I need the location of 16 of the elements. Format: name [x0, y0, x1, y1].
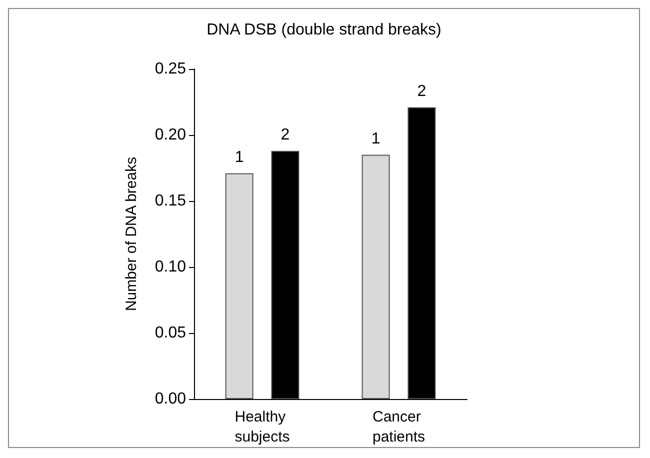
series-label: 2	[280, 126, 290, 144]
text: 1	[371, 130, 380, 148]
y-tick-label: 0.00	[154, 390, 186, 408]
y-tick-label: 0.15	[154, 192, 186, 210]
chart-title: DNA DSB (double strand breaks)	[206, 22, 442, 38]
text: 2	[417, 82, 426, 100]
y-axis-title: Number of DNA breaks	[123, 156, 140, 312]
series-label: 1	[234, 148, 244, 166]
bar	[362, 154, 390, 399]
x-tick-label: Cancer patients	[372, 408, 426, 446]
y-tick-label: 0.20	[154, 126, 186, 144]
y-tick-label: 0.05	[154, 324, 186, 342]
y-tick-label: 0.10	[154, 258, 186, 276]
bar	[225, 173, 254, 399]
y-tick-label: 0.25	[154, 60, 186, 78]
x-tick-label: Healthy subjects	[234, 408, 290, 446]
